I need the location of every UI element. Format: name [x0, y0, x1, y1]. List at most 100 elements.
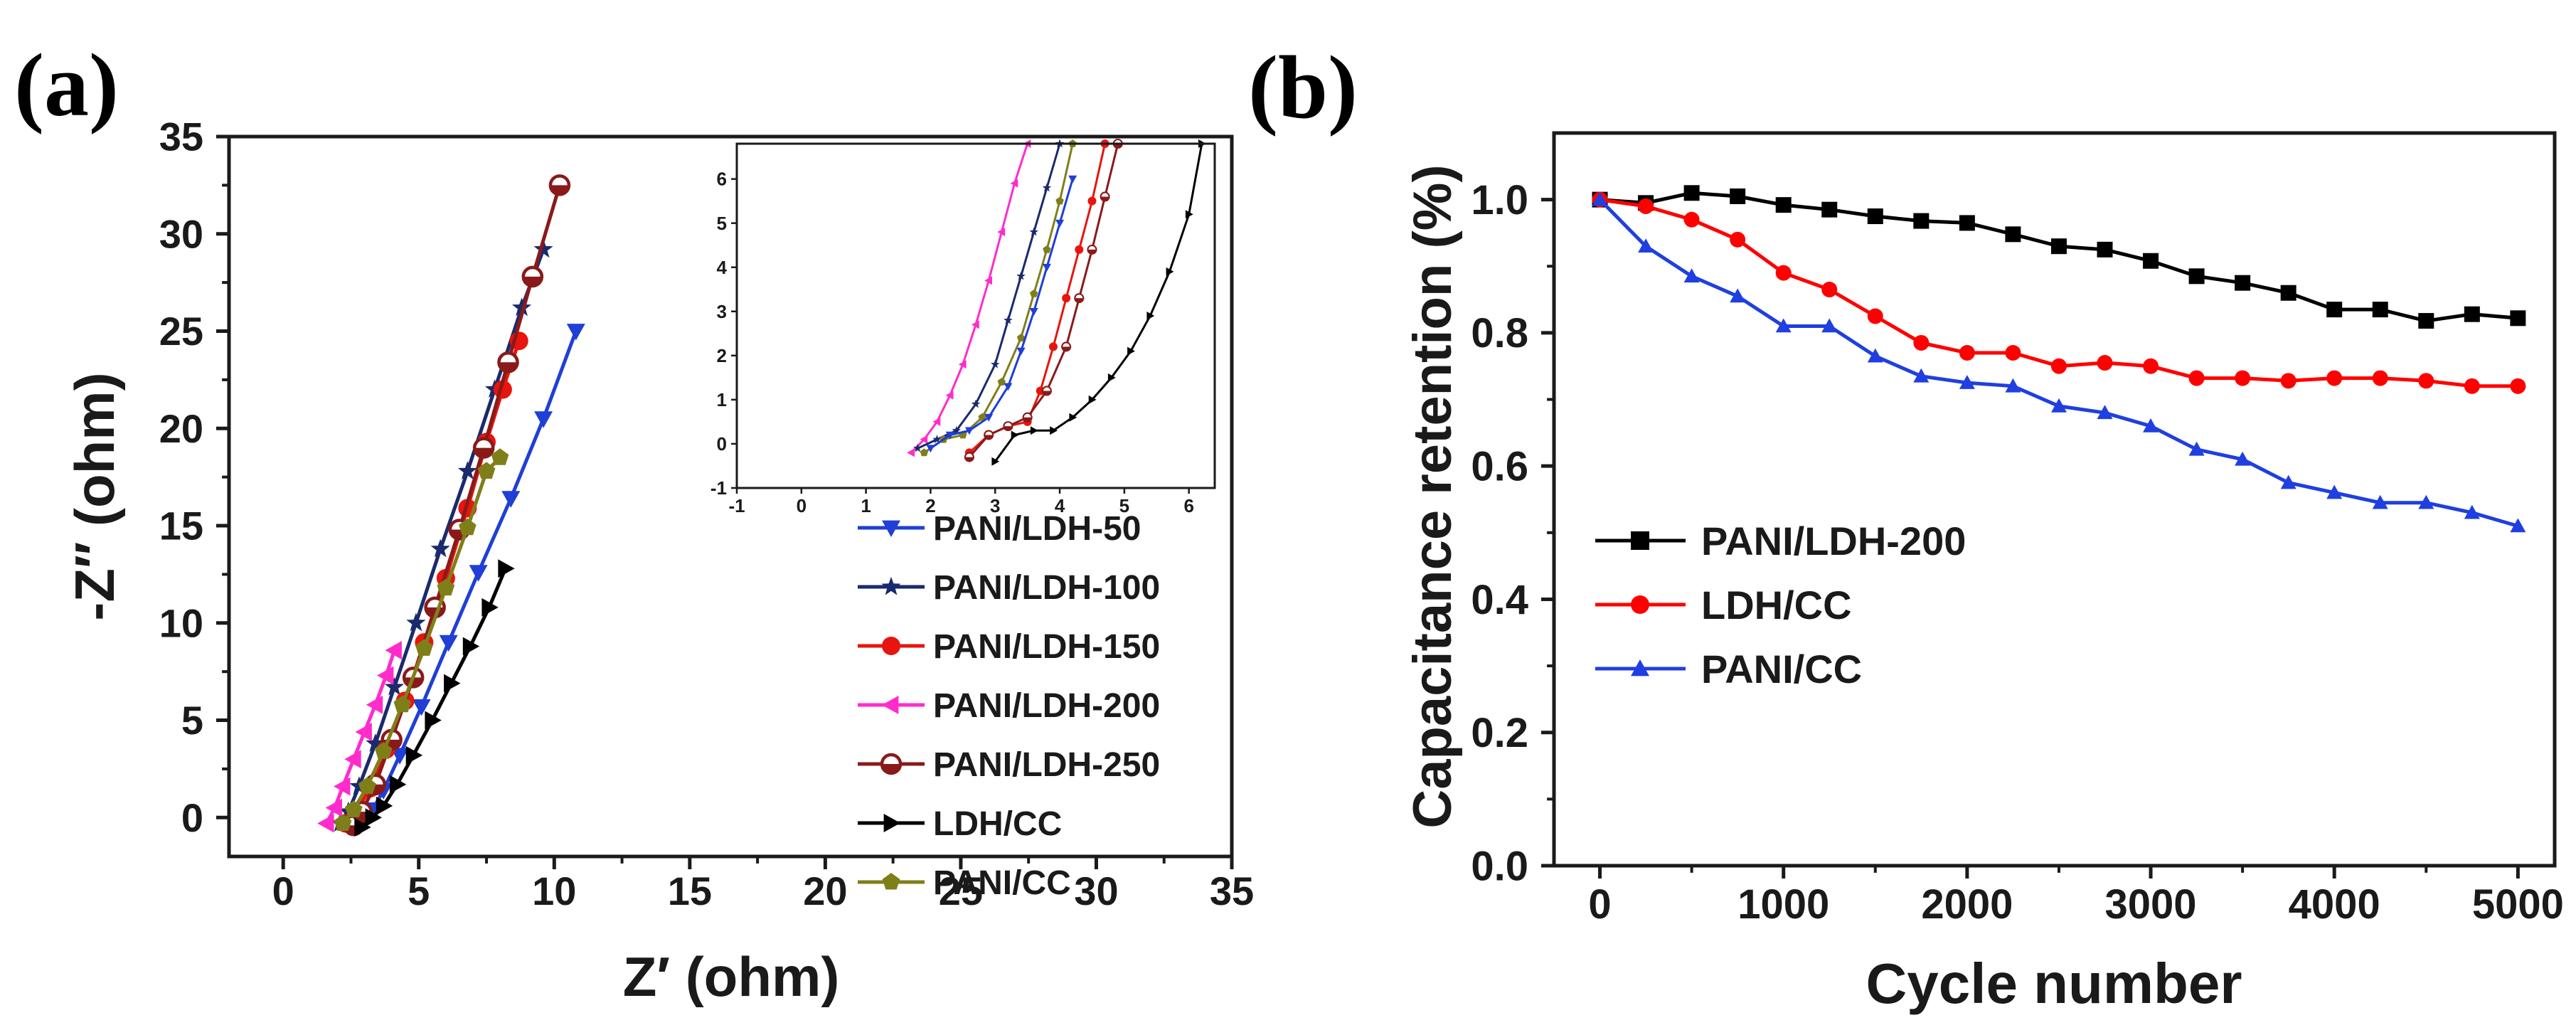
inset-point-pani-ldh-250: [1100, 191, 1110, 202]
data-point-pani-cc: [374, 742, 393, 759]
data-point-pani-ldh-250: [548, 174, 571, 196]
data-point-pani-cc: [2464, 504, 2480, 519]
data-point-ldh-cc: [2510, 378, 2526, 394]
data-point-pani-cc: [1959, 375, 1975, 389]
inset-point-pani-cc: [1043, 245, 1051, 253]
legend-marker-pani-ldh-150: [882, 637, 900, 655]
data-point-pani-ldh-200: [2097, 241, 2113, 258]
data-point-pani-cc: [1683, 268, 1700, 283]
data-point-pani-cc: [2326, 484, 2343, 499]
data-point-ldh-cc: [2372, 370, 2388, 386]
data-point-ldh-cc: [2050, 358, 2067, 374]
inset-point-pani-ldh-150: [1087, 196, 1097, 206]
inset-point-ldh-cc: [991, 457, 1000, 466]
data-point-pani-cc: [2372, 494, 2388, 509]
y-tick-label: 6: [717, 169, 727, 190]
data-point-pani-ldh-200: [1775, 197, 1792, 213]
data-point-pani-cc: [1638, 238, 1654, 253]
data-point-pani-ldh-50: [439, 635, 458, 652]
y-axis-label-a: -Z″ (ohm): [63, 372, 126, 620]
inset-line-pani-ldh-250: [968, 143, 1119, 458]
inset-point-pani-cc: [1030, 290, 1038, 297]
inset-point-pani-ldh-50: [1029, 308, 1038, 316]
inset-point-ldh-cc: [1185, 210, 1193, 219]
x-tick-label: 3: [990, 495, 1000, 516]
y-tick-label: 0.2: [1471, 710, 1528, 756]
inset-point-pani-ldh-250: [1003, 421, 1013, 432]
data-point-pani-cc: [1867, 348, 1883, 363]
data-point-ldh-cc: [376, 796, 393, 815]
legend-label-pani-ldh-100: PANI/LDH-100: [933, 569, 1160, 607]
inset-point-pani-ldh-250: [1041, 386, 1052, 396]
data-point-ldh-cc: [1775, 265, 1792, 281]
inset-point-pani-ldh-250: [1022, 412, 1033, 423]
data-point-pani-cc: [477, 462, 496, 479]
inset-line-pani-ldh-200: [910, 143, 1029, 454]
y-tick-label: 0.8: [1471, 310, 1528, 356]
y-tick-label: 35: [159, 115, 203, 159]
data-point-ldh-cc: [498, 559, 515, 578]
data-point-pani-cc: [459, 518, 477, 536]
data-point-pani-ldh-200: [2235, 275, 2251, 291]
data-point-pani-ldh-200: [385, 641, 402, 660]
y-tick-label: 5: [717, 213, 727, 234]
inset-point-pani-ldh-100: [971, 399, 981, 408]
y-tick-label: 15: [159, 504, 203, 548]
legend-marker-ldh-cc: [883, 814, 900, 832]
legend-marker-pani-cc: [882, 873, 900, 890]
legend-label-ldh-cc: LDH/CC: [933, 805, 1062, 843]
inset-point-pani-ldh-150: [1075, 245, 1084, 254]
inset-point-ldh-cc: [1127, 346, 1135, 356]
data-point-ldh-cc: [2005, 345, 2021, 361]
inset-point-pani-ldh-100: [932, 435, 942, 444]
legend-label-pani-ldh-200: PANI/LDH-200: [1701, 519, 1966, 563]
data-point-ldh-cc: [1867, 308, 1883, 324]
data-point-pani-ldh-200: [366, 695, 383, 714]
data-point-pani-ldh-250: [472, 437, 495, 459]
data-point-ldh-cc: [425, 711, 442, 730]
data-point-pani-cc: [358, 777, 376, 795]
data-point-pani-ldh-200: [2418, 313, 2434, 329]
y-tick-label: 0: [181, 795, 203, 840]
data-point-pani-ldh-200: [2050, 238, 2067, 255]
y-tick-label: 1: [717, 389, 727, 410]
legend-marker-pani-ldh-50: [882, 520, 900, 537]
inset-point-pani-ldh-250: [1061, 341, 1072, 352]
inset-point-pani-ldh-50: [1042, 263, 1051, 272]
data-point-ldh-cc: [365, 808, 382, 827]
inset-point-pani-ldh-200: [932, 417, 941, 426]
x-tick-label: 5: [408, 869, 430, 913]
y-tick-label: 1.0: [1471, 177, 1528, 223]
data-point-ldh-cc: [1959, 345, 1975, 361]
data-point-ldh-cc: [405, 745, 423, 765]
data-point-ldh-cc: [2326, 370, 2343, 386]
panel-b-label: (b): [1248, 38, 1358, 137]
data-point-pani-ldh-200: [334, 777, 351, 796]
x-tick-label: 15: [668, 869, 712, 913]
x-tick-label: 1000: [1737, 881, 1829, 928]
y-tick-label: 4: [717, 257, 728, 278]
data-point-pani-cc: [2418, 494, 2434, 509]
y-tick-label: 30: [159, 211, 203, 256]
x-tick-label: 6: [1183, 495, 1193, 516]
data-point-pani-cc: [1730, 288, 1746, 303]
inset-point-ldh-cc: [1011, 430, 1019, 440]
y-tick-label: 3: [717, 301, 727, 322]
inset-point-pani-ldh-200: [907, 448, 915, 457]
inset-point-pani-ldh-150: [1048, 342, 1058, 351]
data-point-pani-cc: [393, 695, 412, 713]
data-point-ldh-cc: [2143, 358, 2159, 374]
data-point-pani-cc: [1913, 368, 1930, 383]
inset-point-pani-cc: [1055, 196, 1064, 205]
data-point-ldh-cc: [2235, 370, 2251, 386]
legend-label-pani-cc: PANI/CC: [933, 864, 1071, 902]
data-point-pani-ldh-200: [317, 814, 334, 833]
data-point-ldh-cc: [2188, 370, 2205, 386]
panel-b: (b) 0 1000 2000 3000 4000 5000 0.0 0.2 0.4 0.6 0.8…: [1248, 38, 2564, 1015]
data-point-pani-ldh-200: [2326, 302, 2343, 318]
data-point-pani-cc: [2235, 451, 2251, 466]
legend-marker-ldh-cc: [1631, 595, 1649, 614]
data-point-pani-ldh-200: [1730, 188, 1746, 204]
plot-frame-b: [1552, 131, 2557, 868]
